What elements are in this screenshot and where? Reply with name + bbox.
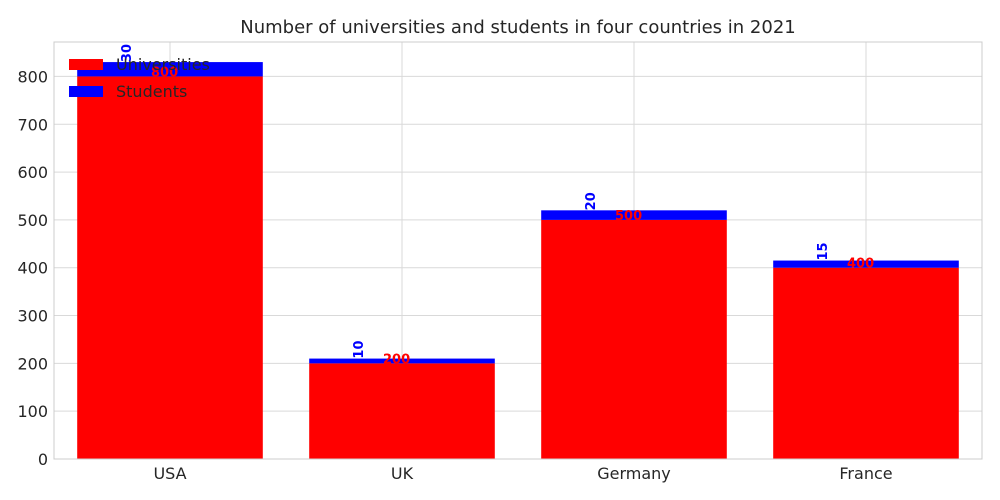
legend: Universities Students bbox=[69, 55, 210, 101]
y-tick-label: 700 bbox=[17, 115, 48, 134]
value-labels: 800 30 200 10 500 20 400 15 bbox=[120, 44, 874, 367]
x-tick-label: UK bbox=[391, 464, 414, 483]
bars bbox=[77, 62, 959, 460]
axes: 0 100 200 300 400 500 600 700 800 USA UK Germany Fra… bbox=[17, 67, 892, 483]
y-tick-label: 100 bbox=[17, 402, 48, 421]
y-tick-label: 300 bbox=[17, 307, 48, 326]
bar-students bbox=[773, 260, 959, 268]
legend-label: Universities bbox=[116, 55, 210, 74]
y-tick-label: 800 bbox=[17, 67, 48, 86]
data-label-students: 30 bbox=[120, 44, 135, 62]
legend-swatch bbox=[69, 86, 103, 97]
data-label-universities: 400 bbox=[847, 257, 874, 272]
y-tick-label: 200 bbox=[17, 354, 48, 373]
data-label-students: 10 bbox=[352, 340, 367, 358]
data-label-universities: 200 bbox=[383, 352, 410, 367]
bar-students bbox=[309, 358, 495, 364]
data-label-universities: 800 bbox=[151, 65, 178, 80]
data-label-universities: 500 bbox=[615, 209, 642, 224]
y-tick-label: 400 bbox=[17, 259, 48, 278]
bar-students bbox=[541, 210, 727, 220]
y-tick-label: 500 bbox=[17, 211, 48, 230]
plot-frame bbox=[53, 41, 983, 460]
x-tick-label: Germany bbox=[597, 464, 671, 483]
bar-students bbox=[77, 62, 263, 77]
bar-universities bbox=[773, 267, 959, 459]
data-label-students: 20 bbox=[584, 192, 599, 210]
data-label-students: 15 bbox=[816, 242, 831, 260]
bar-universities bbox=[309, 363, 495, 459]
bar-universities bbox=[541, 219, 727, 459]
bar-universities bbox=[77, 76, 263, 460]
y-tick-label: 600 bbox=[17, 163, 48, 182]
x-tick-label: France bbox=[839, 464, 892, 483]
y-tick-label: 0 bbox=[38, 450, 48, 469]
legend-label: Students bbox=[116, 82, 187, 101]
legend-swatch bbox=[69, 59, 103, 70]
x-tick-label: USA bbox=[153, 464, 186, 483]
chart-title: Number of universities and students in f… bbox=[240, 17, 795, 38]
